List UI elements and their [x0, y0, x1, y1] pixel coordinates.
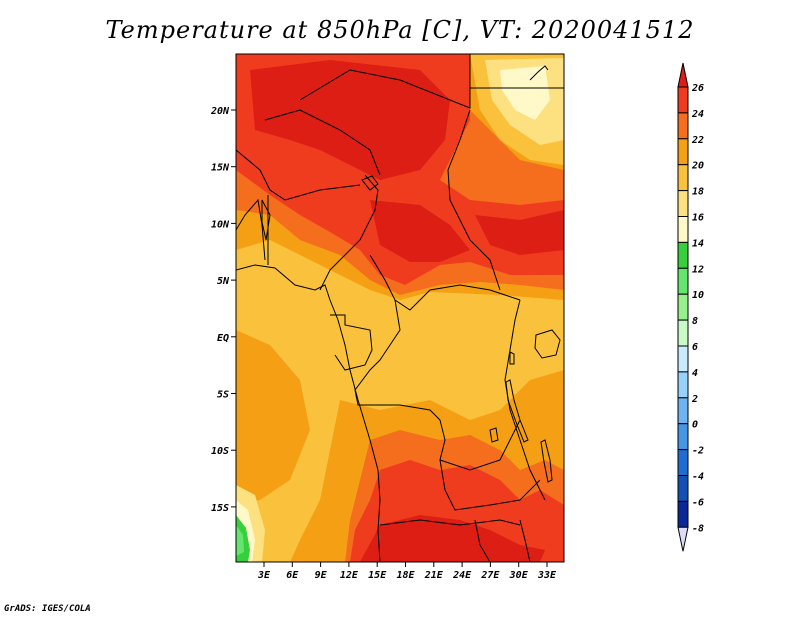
- map-borders: [236, 54, 564, 562]
- lake-malawi: [540, 439, 553, 483]
- border-mali-niger-burkina: [236, 149, 361, 201]
- lon-label: 9E: [315, 570, 328, 581]
- colorbar-segment: [677, 164, 689, 192]
- field-zone-over-26-north: [250, 60, 450, 180]
- red-sea-coast: [529, 65, 549, 81]
- colorbar-label: -2: [692, 446, 704, 457]
- lat-label: EQ: [217, 333, 229, 344]
- colorbar-label: 10: [692, 290, 704, 301]
- lon-label: 15E: [368, 570, 387, 581]
- colorbar-segment: [677, 449, 689, 477]
- lat-label: 15S: [211, 503, 229, 514]
- lon-label: 6E: [286, 570, 299, 581]
- colorbar-label: -8: [692, 523, 704, 534]
- colorbar-segment: [677, 267, 689, 295]
- colorbar-label: 2: [691, 394, 698, 405]
- colorbar-label: 12: [692, 264, 704, 275]
- colorbar-label: 26: [691, 83, 704, 94]
- colorbar-segment: [677, 345, 689, 373]
- border-gabon-congo: [330, 314, 373, 371]
- chart-title: Temperature at 850hPa [C], VT: 202004151…: [105, 16, 695, 44]
- grads-credit: GrADS: IGES/COLA: [4, 604, 91, 614]
- coastline-west-africa: [236, 264, 381, 562]
- colorbar-segment: [677, 293, 689, 321]
- colorbar-label: 4: [692, 368, 698, 379]
- border-car-cameroon-congo: [369, 254, 521, 311]
- longitude-axis: 3E 6E 9E 12E 15E 18E 21E 24E 27E 30E 33E: [257, 562, 557, 581]
- lat-label: 20N: [210, 106, 230, 117]
- lake-tanganyika: [505, 379, 529, 443]
- border-angola-namibia: [379, 519, 521, 526]
- lake-kivu: [509, 351, 515, 365]
- colorbar-segment: [677, 423, 689, 451]
- colorbar-under-triangle: [677, 526, 689, 552]
- map-frame: [235, 53, 565, 563]
- border-drc-angola-zambia: [439, 419, 521, 471]
- colorbar-segment: [677, 500, 689, 528]
- colorbar-label: 22: [691, 135, 704, 146]
- temperature-field: [236, 54, 564, 562]
- colorbar-over-triangle: [677, 62, 689, 88]
- colorbar-label: -4: [692, 472, 704, 483]
- border-zambia-zimbabwe: [439, 459, 541, 511]
- field-zone-over-26-south: [360, 515, 545, 562]
- border-libya-egypt-sudan: [469, 87, 564, 108]
- colorbar-segment: [677, 319, 689, 347]
- colorbar-segment: [677, 397, 689, 425]
- lon-label: 21E: [424, 570, 444, 581]
- colorbar-label: 0: [692, 420, 698, 431]
- colorbar-label: 16: [692, 213, 704, 224]
- lon-label: 24E: [452, 570, 472, 581]
- colorbar-segment: [677, 190, 689, 218]
- border-nigeria-niger: [264, 109, 381, 176]
- lat-label: 5N: [217, 276, 230, 287]
- lon-label: 27E: [480, 570, 500, 581]
- field-zone-14-16-northeast: [500, 66, 550, 120]
- colorbar-label: 6: [692, 342, 698, 353]
- latitude-axis: 20N 15N 10N 5N EQ 5S 10S 15S: [210, 106, 236, 514]
- lake-victoria: [534, 329, 561, 359]
- lon-label: 18E: [396, 570, 415, 581]
- colorbar-label: 20: [691, 161, 704, 172]
- colorbar-segment: [677, 475, 689, 502]
- colorbar-segment: [677, 112, 689, 140]
- border-south-east: [474, 519, 531, 562]
- lake-mweru: [489, 427, 499, 443]
- lon-label: 33E: [537, 570, 557, 581]
- field-zone-10-12-southwest: [236, 525, 244, 556]
- field-zone-over-26-center: [370, 200, 470, 262]
- lat-label: 15N: [211, 163, 230, 174]
- colorbar-segment: [677, 86, 689, 114]
- field-zone-over-26-east: [475, 210, 564, 255]
- colorbar-segment: [677, 216, 689, 243]
- colorbar-segment: [677, 371, 689, 399]
- lon-label: 30E: [509, 570, 529, 581]
- lat-label: 10N: [211, 219, 230, 230]
- lat-label: 5S: [217, 390, 229, 401]
- lake-chad: [361, 175, 379, 191]
- lon-label: 12E: [340, 570, 359, 581]
- lon-label: 3E: [257, 570, 271, 581]
- field-zone-20-22-west: [236, 330, 310, 505]
- border-drc-west: [354, 299, 441, 421]
- colorbar-label: 24: [691, 109, 704, 120]
- colorbar-label: 8: [692, 316, 698, 327]
- lake-volta: [261, 199, 271, 241]
- colorbar-label: -6: [692, 497, 704, 508]
- lat-label: 10S: [211, 446, 229, 457]
- colorbar-segment: [677, 241, 689, 269]
- colorbar-label: 14: [692, 238, 704, 249]
- border-nigeria-cameroon: [319, 174, 379, 291]
- colorbar-segment: [677, 138, 689, 166]
- colorbar-label: 18: [692, 187, 704, 198]
- border-chad-sudan: [447, 109, 501, 291]
